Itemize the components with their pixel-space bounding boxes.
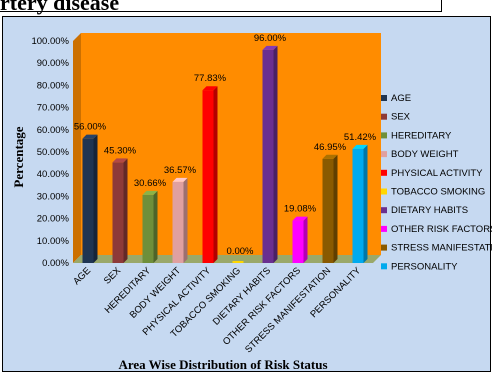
y-tick-label: 0.00% xyxy=(42,258,69,269)
bar-front xyxy=(232,261,244,263)
legend-swatch xyxy=(381,225,387,232)
y-tick-label: 100.00% xyxy=(31,36,69,47)
header-box xyxy=(0,0,442,12)
header-title: rtery disease xyxy=(0,0,120,15)
bar-side xyxy=(153,190,158,263)
bar-front xyxy=(82,138,94,263)
bar-side xyxy=(303,216,308,263)
legend-swatch xyxy=(381,169,387,176)
data-label: 56.00% xyxy=(74,122,107,133)
legend-swatch xyxy=(381,132,387,139)
bar xyxy=(202,86,218,263)
bar-top xyxy=(292,216,308,221)
bar-top xyxy=(262,45,278,50)
bar-side xyxy=(363,144,368,263)
data-label: 77.83% xyxy=(194,73,227,84)
y-axis-ticks: 0.00% 10.00% 20.00% 30.00% 40.00% 50.00% 60.00… xyxy=(31,36,69,269)
bars xyxy=(82,45,368,263)
legend-label: BODY WEIGHT xyxy=(391,149,459,160)
legend-swatch xyxy=(381,244,387,251)
plot-side-wall xyxy=(73,33,81,263)
bar xyxy=(142,190,158,263)
bar-front xyxy=(172,181,184,263)
y-tick-label: 70.00% xyxy=(37,103,70,114)
legend-swatch xyxy=(381,207,387,214)
legend-swatch xyxy=(381,188,387,195)
bar-top xyxy=(82,134,98,139)
data-label: 51.42% xyxy=(344,132,377,143)
bar-side xyxy=(123,158,128,263)
y-tick-label: 80.00% xyxy=(37,80,70,91)
bar xyxy=(292,216,308,263)
bar xyxy=(112,158,128,263)
data-label: 0.00% xyxy=(227,246,254,257)
bar-front xyxy=(352,148,364,263)
legend-swatch xyxy=(381,95,387,101)
bar xyxy=(232,261,244,263)
legend-label: AGE xyxy=(391,93,411,104)
bar-side xyxy=(333,154,338,263)
y-axis-label: Percentage xyxy=(11,126,26,187)
y-tick-label: 40.00% xyxy=(37,169,70,180)
legend-label: HEREDITARY xyxy=(391,130,452,141)
data-label: 30.66% xyxy=(134,178,167,189)
bar-top xyxy=(352,144,368,149)
data-label: 36.57% xyxy=(164,165,197,176)
bar xyxy=(82,134,98,263)
y-tick-label: 50.00% xyxy=(37,147,70,158)
bar-top xyxy=(172,177,188,182)
bar-top xyxy=(142,190,158,195)
y-tick-label: 90.00% xyxy=(37,58,70,69)
bar-side xyxy=(273,45,278,263)
bar-top xyxy=(112,158,128,163)
bar xyxy=(352,144,368,263)
x-tick-label: AGE xyxy=(71,265,93,287)
x-axis-title: Area Wise Distribution of Risk Status xyxy=(118,357,327,372)
bar-side xyxy=(93,134,98,263)
bar-side xyxy=(213,86,218,263)
bar-chart: 0.00% 10.00% 20.00% 30.00% 40.00% 50.00% 60.00… xyxy=(11,33,492,372)
x-tick-label: SEX xyxy=(102,265,124,287)
legend-label: TOBACCO SMOKING xyxy=(391,187,485,198)
data-label: 96.00% xyxy=(254,33,287,44)
bar-front xyxy=(142,194,154,263)
y-tick-label: 20.00% xyxy=(37,214,70,225)
y-tick-label: 60.00% xyxy=(37,125,70,136)
data-labels: 56.00% 45.30% 30.66% 36.57% 77.83% 0.00% 96.00… xyxy=(74,33,377,257)
bar-front xyxy=(322,158,334,263)
legend-swatch xyxy=(381,113,387,120)
bar-front xyxy=(292,220,304,263)
data-label: 19.08% xyxy=(284,204,317,215)
data-label: 45.30% xyxy=(104,145,137,156)
legend: AGE SEX HEREDITARY BODY WEIGHT PHYSICAL ACTI… xyxy=(381,93,492,272)
y-tick-label: 10.00% xyxy=(37,236,70,247)
bar-side xyxy=(183,177,188,263)
legend-label: OTHER RISK FACTORS xyxy=(391,224,492,235)
bar xyxy=(262,45,278,263)
bar xyxy=(322,154,338,263)
legend-swatch xyxy=(381,151,387,158)
chart-area: 0.00% 10.00% 20.00% 30.00% 40.00% 50.00% 60.00… xyxy=(2,16,492,372)
bar-front xyxy=(202,90,214,263)
legend-label: SEX xyxy=(391,112,411,123)
legend-label: PHYSICAL ACTIVITY xyxy=(391,168,483,179)
legend-swatch xyxy=(381,263,387,270)
legend-label: DIETARY HABITS xyxy=(391,205,468,216)
bar xyxy=(172,177,188,263)
y-tick-label: 30.00% xyxy=(37,191,70,202)
bar-top xyxy=(322,154,338,159)
data-label: 46.95% xyxy=(314,142,347,153)
bar-top xyxy=(202,86,218,91)
legend-label: PERSONALITY xyxy=(391,261,458,272)
legend-label: STRESS MANIFESTATION xyxy=(391,243,492,254)
bar-front xyxy=(262,49,274,263)
bar-front xyxy=(112,162,124,263)
